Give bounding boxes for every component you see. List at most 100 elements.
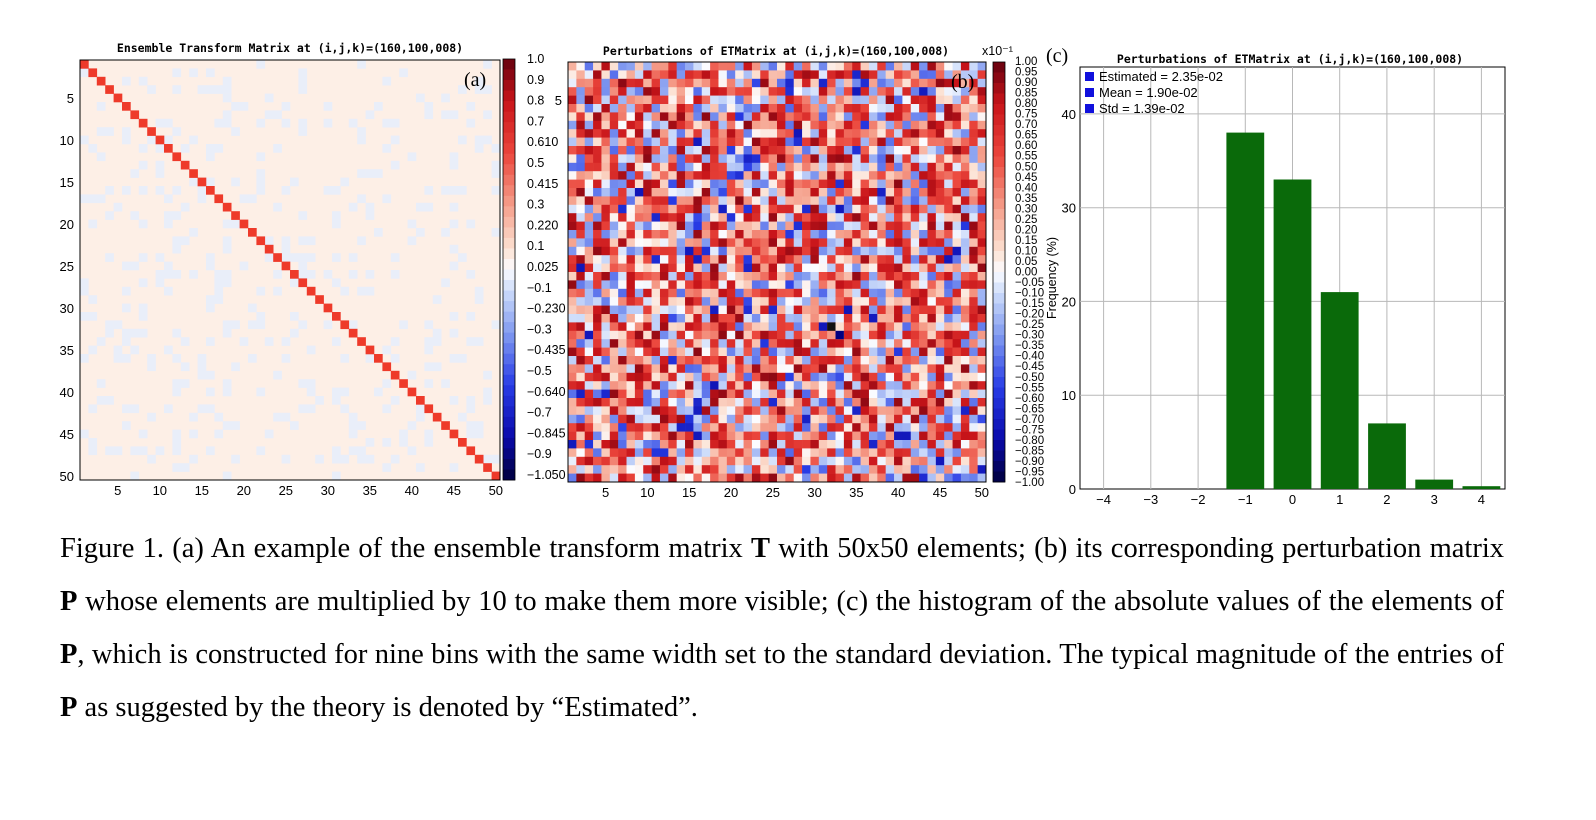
heatmap-a-cell <box>155 144 165 153</box>
panel-a-y-tick: 15 <box>60 175 74 190</box>
heatmap-b-cell <box>944 213 953 222</box>
heatmap-b-cell <box>735 440 744 449</box>
heatmap-b-cell <box>877 162 886 172</box>
heatmap-b-cell <box>710 154 719 164</box>
heatmap-b-cell <box>919 330 928 340</box>
heatmap-a-cell <box>138 144 148 153</box>
heatmap-b-cell <box>601 120 611 130</box>
panel-a-x-tick: 25 <box>279 483 293 498</box>
heatmap-a-cell <box>416 463 425 472</box>
heatmap-b-cell <box>693 389 703 399</box>
heatmap-b-cell <box>777 188 786 197</box>
caption-symbol-P-3: P <box>60 692 78 723</box>
heatmap-a-cell <box>138 253 148 262</box>
heatmap-b-cell <box>710 137 719 147</box>
heatmap-b-cell <box>743 213 753 222</box>
panel-b-colorbar-label: −0.20 <box>1015 309 1044 321</box>
heatmap-b-cell <box>743 104 753 113</box>
heatmap-b-cell <box>860 171 870 180</box>
heatmap-b-cell <box>726 322 736 332</box>
heatmap-b-cell <box>902 465 912 474</box>
panel-c-y-tick: 20 <box>1062 294 1076 309</box>
heatmap-b-cell <box>885 473 895 483</box>
heatmap-b-cell <box>960 465 970 474</box>
heatmap-b-cell <box>593 120 602 130</box>
heatmap-b-cell <box>659 104 669 113</box>
heatmap-b-cell <box>818 154 828 164</box>
heatmap-b-cell <box>584 95 594 105</box>
heatmap-b-cell <box>885 347 895 357</box>
heatmap-b-cell <box>935 398 945 407</box>
heatmap-b-cell <box>810 120 820 130</box>
heatmap-b-cell <box>944 314 953 323</box>
heatmap-b-cell <box>910 456 920 466</box>
heatmap-a-cell <box>189 228 198 237</box>
heatmap-b-cell <box>868 221 878 231</box>
heatmap-b-cell <box>777 246 786 256</box>
heatmap-b-cell <box>818 104 828 113</box>
panel-b-colorbar-label: −0.10 <box>1015 288 1044 300</box>
heatmap-b-cell <box>626 95 636 105</box>
heatmap-b-cell <box>643 221 652 231</box>
heatmap-b-cell <box>718 104 728 113</box>
heatmap-a-cell <box>189 412 198 422</box>
heatmap-b-cell <box>643 188 652 197</box>
heatmap-b-cell <box>659 213 669 222</box>
heatmap-a-cell <box>130 471 140 481</box>
heatmap-a-cell <box>382 76 392 86</box>
heatmap-b-cell <box>777 221 786 231</box>
heatmap-b-cell <box>877 322 886 332</box>
panel-b-colorbar-label: 0.00 <box>1015 267 1037 279</box>
heatmap-b-cell <box>802 356 811 365</box>
heatmap-b-cell <box>793 246 803 256</box>
heatmap-b-cell <box>843 272 853 281</box>
heatmap-b-cell <box>718 137 728 147</box>
heatmap-b-cell <box>718 440 728 449</box>
heatmap-b-cell <box>584 406 594 416</box>
heatmap-b-cell <box>910 406 920 416</box>
heatmap-b-cell <box>710 179 719 189</box>
heatmap-b-cell <box>751 120 761 130</box>
heatmap-b-cell <box>593 406 602 416</box>
heatmap-b-cell <box>777 465 786 474</box>
heatmap-b-cell <box>718 330 728 340</box>
heatmap-b-cell <box>634 255 644 264</box>
heatmap-a-cell <box>197 404 207 414</box>
heatmap-a-cell <box>138 160 148 170</box>
heatmap-b-cell <box>568 87 577 96</box>
heatmap-b-cell <box>760 297 769 306</box>
panel-a-colorbar-label: 0.220 <box>527 218 558 232</box>
heatmap-b-cell <box>760 440 769 449</box>
panel-a-colorbar-label: −0.7 <box>527 406 552 420</box>
heatmap-b-cell <box>760 364 769 374</box>
heatmap-a-cell <box>483 85 492 94</box>
heatmap-b-cell <box>726 263 736 273</box>
heatmap-b-cell <box>584 314 594 323</box>
heatmap-b-cell <box>877 473 886 483</box>
heatmap-b-cell <box>751 347 761 357</box>
heatmap-b-cell <box>751 448 761 458</box>
heatmap-b-cell <box>668 297 677 306</box>
panel-b-colorbar-label: −0.30 <box>1015 330 1044 342</box>
heatmap-b-cell <box>877 78 886 88</box>
heatmap-b-cell <box>584 120 594 130</box>
colorbar-b-segment <box>993 303 1005 315</box>
colorbar-a-segment <box>503 364 515 376</box>
heatmap-b-cell <box>609 431 619 441</box>
heatmap-b-cell <box>868 62 878 71</box>
heatmap-a-diagonal-cell <box>323 303 333 313</box>
heatmap-b-cell <box>768 137 778 147</box>
heatmap-b-cell <box>751 406 761 416</box>
heatmap-a-cell <box>172 270 182 279</box>
heatmap-b-cell <box>726 347 736 357</box>
heatmap-b-cell <box>952 305 962 315</box>
heatmap-b-cell <box>969 456 978 466</box>
heatmap-b-cell <box>634 188 644 197</box>
heatmap-a-cell <box>390 270 400 279</box>
colorbar-a-segment <box>503 311 515 323</box>
heatmap-b-cell <box>634 280 644 290</box>
heatmap-b-cell <box>902 62 912 71</box>
heatmap-b-cell <box>868 440 878 449</box>
panel-c-y-tick: 10 <box>1062 388 1076 403</box>
heatmap-b-cell <box>885 297 895 306</box>
